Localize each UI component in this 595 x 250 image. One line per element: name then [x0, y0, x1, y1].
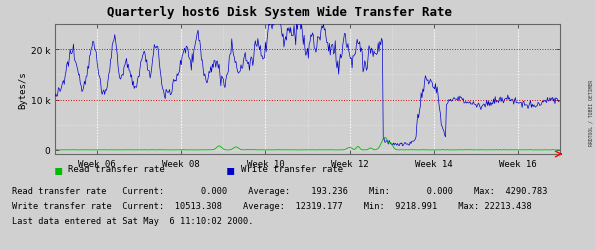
Text: ▪: ▪ [226, 162, 236, 176]
Text: Last data entered at Sat May  6 11:10:02 2000.: Last data entered at Sat May 6 11:10:02 … [12, 217, 253, 226]
Text: ▪: ▪ [54, 162, 63, 176]
Text: Read transfer rate   Current:       0.000    Average:    193.236    Min:       0: Read transfer rate Current: 0.000 Averag… [12, 187, 547, 196]
Text: Write transfer rate  Current:  10513.308    Average:  12319.177    Min:  9218.99: Write transfer rate Current: 10513.308 A… [12, 202, 532, 211]
Text: Read transfer rate: Read transfer rate [68, 165, 165, 174]
Text: Quarterly host6 Disk System Wide Transfer Rate: Quarterly host6 Disk System Wide Transfe… [107, 6, 452, 19]
Y-axis label: Bytes/s: Bytes/s [18, 71, 28, 108]
Text: RRDTOOL / TOBEI OETIMER: RRDTOOL / TOBEI OETIMER [588, 80, 593, 146]
Text: Write transfer rate: Write transfer rate [241, 165, 343, 174]
